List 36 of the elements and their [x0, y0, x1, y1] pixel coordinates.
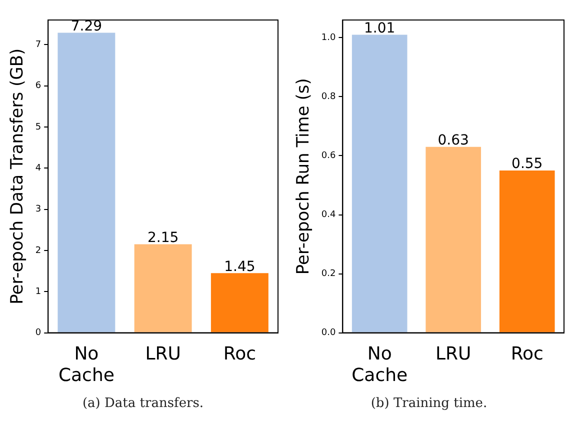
y-tick-label: 7: [35, 40, 42, 50]
text: (a) Data transfers.: [81, 396, 205, 411]
y-tick-label: 0.2: [321, 269, 336, 280]
y-tick-label: 5: [35, 122, 42, 132]
y-tick-label: 3: [35, 204, 42, 215]
y-tick-label: 0.4: [321, 210, 336, 220]
data-label: 0.55: [512, 156, 543, 172]
x-tick-label: LRU: [145, 343, 181, 364]
x-tick-label: LRU: [435, 343, 472, 364]
bar: [426, 146, 482, 332]
y-tick-label: 0.6: [321, 151, 336, 162]
y-tick-label: 0: [35, 328, 42, 338]
x-tick-label: No Cache: [352, 343, 408, 386]
bar: [134, 244, 192, 332]
bar: [58, 32, 116, 332]
data-label: 7.29: [70, 18, 102, 34]
data-label: 1.45: [224, 258, 256, 275]
bar: [210, 273, 268, 332]
y-tick-label: 1.0: [321, 33, 336, 44]
data-label: 1.01: [364, 20, 396, 36]
data-label: 2.15: [147, 230, 179, 246]
bar: [499, 170, 555, 332]
y-axis-title: Per-epoch Data Transfers (GB): [8, 48, 28, 304]
bar: [352, 34, 408, 332]
y-tick-label: 0.8: [321, 92, 336, 102]
y-tick-label: 4: [35, 164, 42, 174]
y-tick-label: 6: [35, 81, 42, 92]
text: (b) Training time.: [370, 396, 488, 411]
x-tick-label: Roc: [223, 343, 256, 364]
y-axis-title: Per-epoch Run Time (s): [294, 78, 314, 275]
y-tick-label: 0.0: [321, 328, 336, 338]
x-tick-label: No Cache: [58, 343, 114, 386]
y-tick-label: 1: [35, 286, 42, 297]
y-tick-label: 2: [35, 246, 42, 256]
x-tick-label: Roc: [510, 343, 544, 364]
data-label: 0.63: [438, 132, 469, 149]
